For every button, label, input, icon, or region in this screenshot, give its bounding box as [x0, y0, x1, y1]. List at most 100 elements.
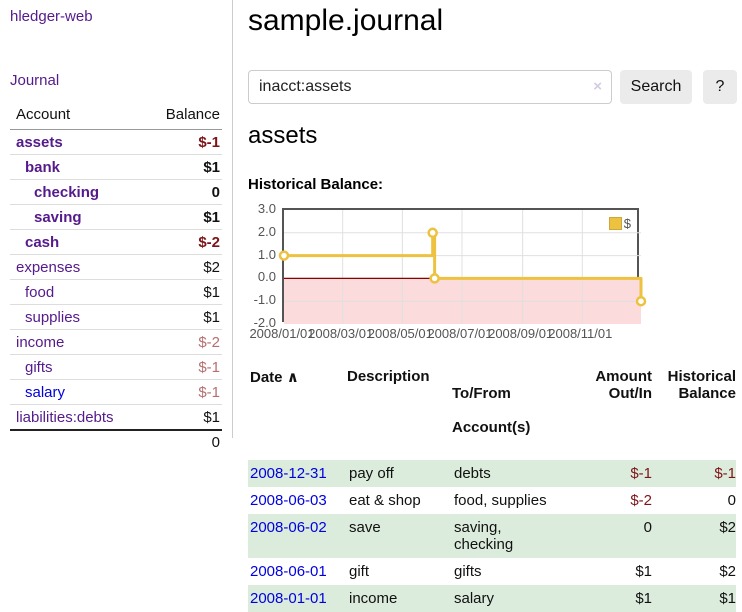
account-row: cash $-2 [10, 230, 222, 255]
transaction-row: 2008-06-01 gift gifts $1 $2 [248, 558, 736, 585]
chart-legend: $ [606, 215, 633, 232]
y-axis-tick-label: -2.0 [253, 315, 276, 330]
legend-label: $ [623, 216, 631, 231]
accounts-table: Account Balance assets $-1 bank $1 check… [10, 102, 222, 453]
x-axis-tick-label: 2008/01/01 [249, 326, 315, 341]
x-axis-tick-label: 2008/03/01 [308, 326, 374, 341]
register-header-accounts: To/From Account(s) [452, 385, 531, 436]
account-row: saving $1 [10, 205, 222, 230]
register-header-date[interactable]: Date ∧ [250, 369, 299, 386]
account-link[interactable]: saving [34, 208, 82, 226]
main-content: sample.journal × Search ? assets Histori… [248, 0, 737, 612]
account-balance: $1 [203, 208, 220, 226]
app-title-link[interactable]: hledger-web [10, 8, 93, 25]
chart-title: Historical Balance: [248, 176, 384, 193]
account-link[interactable]: income [16, 333, 65, 351]
account-row: liabilities:debts $1 [10, 405, 222, 430]
account-row: expenses $2 [10, 255, 222, 280]
transaction-description: pay off [349, 465, 394, 482]
sort-ascending-icon: ∧ [286, 369, 299, 386]
account-balance: $1 [203, 158, 220, 176]
account-balance: $1 [203, 283, 220, 301]
clear-search-icon[interactable]: × [593, 78, 602, 95]
y-axis-tick-label: 1.0 [257, 246, 276, 262]
transaction-amount: $-2 [630, 492, 652, 509]
account-link[interactable]: gifts [25, 358, 53, 376]
chart-plot-area[interactable]: $ [278, 208, 647, 324]
account-row: gifts $-1 [10, 355, 222, 380]
search-input-wrap: × [248, 70, 612, 104]
transaction-row: 2008-01-01 income salary $1 $1 [248, 585, 736, 612]
account-row: assets $-1 [10, 130, 222, 155]
account-balance: $1 [203, 408, 220, 426]
account-row: salary $-1 [10, 380, 222, 405]
account-link[interactable]: cash [25, 233, 60, 251]
account-heading: assets [248, 122, 318, 149]
accounts-total-row: 0 [10, 429, 222, 453]
legend-swatch-icon [608, 217, 622, 230]
sidebar: hledger-web Journal Account Balance asse… [0, 0, 233, 451]
account-balance: $-2 [198, 333, 220, 351]
accounts-total-value: 0 [211, 433, 220, 451]
x-axis-tick-label: 2008/05/01 [367, 326, 433, 341]
historical-balance-chart: 3.0 2.0 1.0 0.0 -1.0 -2.0 $ 2008/01/01 2008/03… [248, 201, 678, 345]
register-header-row: Date ∧ Description To/From Account(s) Am… [248, 363, 736, 460]
transaction-row: 2008-12-31 pay off debts $-1 $-1 [248, 460, 736, 487]
register-table: Date ∧ Description To/From Account(s) Am… [248, 363, 736, 612]
transaction-description: income [349, 590, 398, 607]
account-row: bank $1 [10, 155, 222, 180]
account-row: income $-2 [10, 330, 222, 355]
register-header-description: Description [347, 368, 430, 385]
transaction-accounts: gifts [454, 563, 482, 580]
account-balance: $1 [203, 308, 220, 326]
transaction-balance: $-1 [714, 465, 736, 482]
account-balance: $-1 [198, 358, 220, 376]
x-axis-tick-label: 2008/11/01 [548, 326, 613, 341]
search-input[interactable] [248, 70, 612, 104]
transaction-description: gift [349, 563, 370, 580]
chart-y-axis: 3.0 2.0 1.0 0.0 -1.0 -2.0 [248, 201, 276, 330]
register-header-amount: Amount Out/In [595, 368, 652, 402]
account-link[interactable]: expenses [16, 258, 81, 276]
transaction-date-link[interactable]: 2008-01-01 [250, 590, 327, 607]
nav-journal-link[interactable]: Journal [10, 72, 60, 89]
transaction-date-link[interactable]: 2008-06-02 [250, 519, 327, 536]
transaction-balance: $1 [719, 590, 736, 607]
transaction-balance: 0 [727, 492, 736, 509]
accounts-header-balance: Balance [165, 106, 220, 123]
account-balance: $-2 [198, 233, 220, 251]
transaction-date-link[interactable]: 2008-12-31 [250, 465, 327, 482]
account-link[interactable]: liabilities:debts [16, 408, 114, 426]
account-balance: 0 [211, 183, 220, 201]
register-header-balance: Historical Balance [667, 368, 736, 402]
account-link[interactable]: food [25, 283, 55, 301]
transaction-amount: $-1 [630, 465, 652, 482]
chart-x-axis: 2008/01/01 2008/03/01 2008/05/01 2008/07/01… [249, 326, 643, 342]
accounts-header-account: Account [16, 106, 71, 123]
account-link[interactable]: salary [25, 383, 66, 401]
transaction-row: 2008-06-03 eat & shop food, supplies $-2… [248, 487, 736, 514]
y-axis-tick-label: 0.0 [257, 269, 276, 285]
x-axis-tick-label: 2008/09/01 [488, 326, 554, 341]
transaction-amount: $1 [635, 590, 652, 607]
transaction-row: 2008-06-02 save saving, checking 0 $2 [248, 514, 736, 558]
account-balance: $2 [203, 258, 220, 276]
help-button[interactable]: ? [703, 70, 737, 104]
transaction-accounts: food, supplies [454, 492, 547, 509]
account-link[interactable]: checking [34, 183, 100, 201]
register-rows: 2008-12-31 pay off debts $-1 $-1 2008-06… [248, 460, 736, 612]
transaction-date-link[interactable]: 2008-06-03 [250, 492, 327, 509]
transaction-accounts: salary [454, 590, 495, 607]
account-link[interactable]: bank [25, 158, 61, 176]
accounts-rows: assets $-1 bank $1 checking 0 saving $1 … [10, 130, 222, 430]
account-link[interactable]: supplies [25, 308, 81, 326]
chart-series-svg [278, 210, 647, 324]
transaction-accounts: saving, checking [454, 519, 514, 553]
account-link[interactable]: assets [16, 133, 63, 151]
search-button[interactable]: Search [620, 70, 692, 104]
page-title: sample.journal [248, 4, 444, 37]
x-axis-tick-label: 2008/07/01 [427, 326, 493, 341]
y-axis-tick-label: 2.0 [257, 223, 276, 239]
account-row: checking 0 [10, 180, 222, 205]
transaction-date-link[interactable]: 2008-06-01 [250, 563, 327, 580]
